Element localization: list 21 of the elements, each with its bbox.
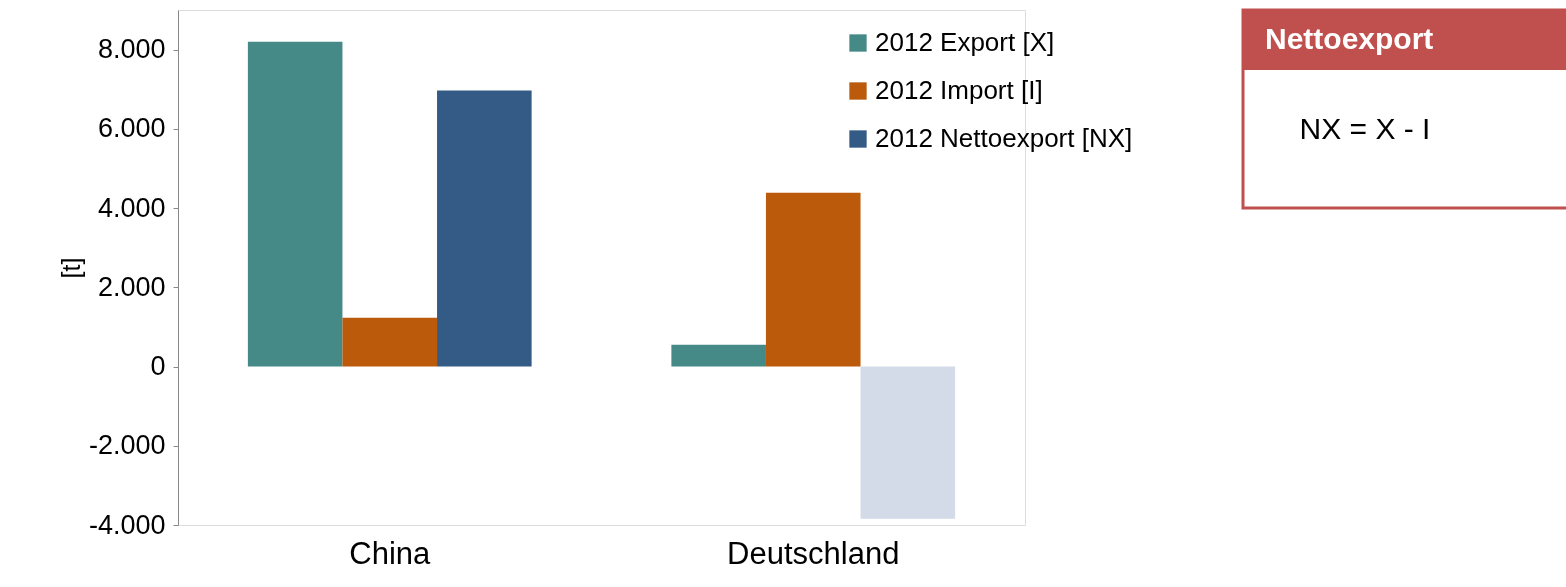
y-tick-label: 0 — [150, 351, 166, 382]
y-tick-label: -4.000 — [88, 509, 166, 540]
legend-label: 2012 Export [X] — [875, 27, 1055, 57]
x-tick-label: China — [349, 535, 432, 571]
bar — [671, 344, 766, 367]
bar — [765, 192, 861, 367]
legend-label: 2012 Import [I] — [875, 75, 1043, 105]
text: NX = X - I — [1299, 112, 1431, 145]
x-tick-label: Deutschland — [727, 535, 900, 571]
text: Nettoexport — [1265, 22, 1434, 55]
y-tick-label: 2.000 — [97, 271, 166, 302]
y-tick-label: 6.000 — [97, 113, 166, 144]
bar — [437, 90, 532, 367]
bar — [342, 317, 438, 367]
y-tick-label: 8.000 — [97, 34, 166, 65]
y-tick-label: -2.000 — [88, 430, 166, 461]
legend-label: 2012 Nettoexport [NX] — [875, 123, 1133, 153]
y-axis-title: [t] — [56, 257, 85, 279]
y-tick-label: 4.000 — [97, 192, 166, 223]
bar — [247, 41, 343, 367]
bar — [860, 366, 956, 519]
